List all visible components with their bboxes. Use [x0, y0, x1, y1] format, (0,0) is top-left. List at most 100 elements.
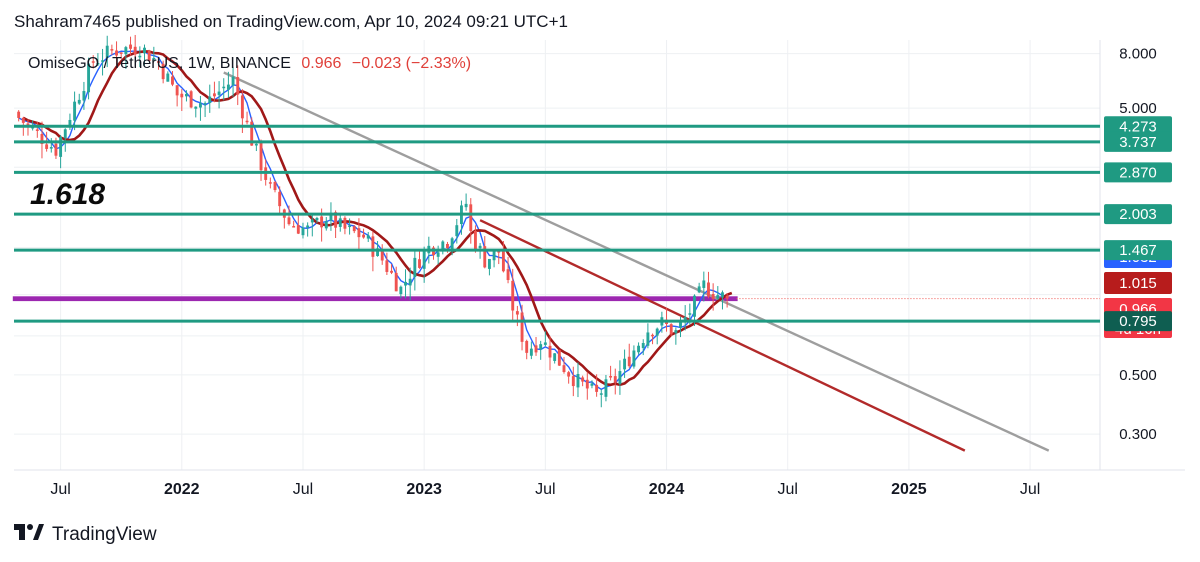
candle-body — [236, 77, 240, 95]
candle-body — [408, 278, 412, 286]
candle-body — [525, 340, 529, 353]
candle-body — [35, 129, 39, 131]
candle-body — [483, 246, 487, 268]
candle-body — [492, 250, 496, 261]
chart-grid — [14, 40, 1185, 471]
candle-body — [637, 345, 641, 353]
candle-body — [669, 324, 673, 335]
candle-body — [623, 358, 627, 370]
candle-body — [208, 96, 212, 104]
candle-body — [515, 311, 519, 315]
candle-body — [180, 93, 184, 98]
candle-body — [54, 143, 58, 156]
candle-body — [105, 45, 109, 58]
level-tag — [1104, 240, 1172, 261]
y-tick-label: 0.300 — [1119, 426, 1157, 443]
candle-body — [21, 117, 25, 123]
candle-body — [362, 234, 366, 238]
candle-body — [716, 295, 720, 299]
candle-body — [138, 55, 142, 58]
candle-body — [679, 321, 682, 328]
candle-body — [63, 129, 67, 139]
candle-body — [189, 91, 193, 108]
price-tag — [1104, 272, 1172, 294]
candle-body — [87, 63, 91, 93]
candle-body — [357, 228, 361, 238]
candle-body — [655, 328, 659, 336]
level-tag — [1104, 116, 1172, 137]
candle-body — [380, 250, 384, 261]
x-tick-label: 2023 — [406, 481, 442, 498]
candle-body — [534, 345, 538, 353]
candle-body — [301, 227, 305, 236]
level-label: 3.737 — [1119, 134, 1157, 151]
candle-body — [581, 377, 585, 382]
zone-box — [12, 296, 738, 302]
candle-body — [40, 133, 44, 144]
candle-body — [273, 181, 277, 191]
candle-body — [641, 342, 645, 349]
y-tick-label: 0.500 — [1119, 367, 1157, 384]
candle-body — [609, 375, 613, 378]
candle-body — [436, 252, 440, 257]
candle-body — [487, 258, 491, 269]
candle-body — [324, 221, 328, 229]
candle-body — [613, 376, 617, 383]
candle-body — [646, 332, 650, 346]
price-tag-label: 1.015 — [1119, 275, 1157, 292]
support-zone — [12, 296, 1100, 302]
candle-body — [390, 270, 393, 273]
candle-body — [222, 86, 226, 89]
candle-body — [553, 353, 557, 361]
candle-body — [124, 47, 128, 55]
level-label: 2.003 — [1119, 206, 1157, 223]
candle-body — [464, 203, 468, 208]
candle-body — [548, 345, 552, 358]
candle-body — [240, 95, 244, 119]
candle-body — [26, 123, 30, 125]
level-label: 0.795 — [1119, 313, 1157, 330]
candle-body — [674, 330, 678, 334]
candle-body — [133, 46, 137, 55]
level-label: 4.273 — [1119, 118, 1157, 135]
level-tag — [1104, 204, 1172, 225]
candle-body — [506, 269, 510, 281]
trendlines — [223, 71, 1050, 452]
candle-body — [707, 282, 710, 297]
symbol-label: OmiseGO / TetherUS, 1W, BINANCE — [28, 55, 291, 72]
candle-body — [455, 225, 459, 237]
candle-body — [185, 93, 188, 97]
level-label: 2.870 — [1119, 164, 1157, 181]
candle-body — [231, 76, 235, 86]
candle-body — [557, 349, 561, 366]
candle-body — [129, 44, 132, 49]
candle-body — [529, 348, 533, 356]
brand-name[interactable]: TradingView — [52, 524, 157, 545]
moving-averages — [18, 50, 733, 391]
candle-body — [618, 371, 622, 384]
candle-body — [198, 103, 202, 108]
candle-body — [343, 217, 347, 229]
ma-slow-line — [22, 50, 733, 387]
x-tick-label: 2024 — [649, 481, 685, 498]
candle-body — [376, 248, 379, 257]
candle-body — [110, 49, 114, 51]
candle-body — [157, 61, 160, 63]
candle-body — [68, 119, 72, 127]
candle-body — [175, 85, 179, 96]
candle-body — [254, 143, 258, 146]
symbol-legend: OmiseGO / TetherUS, 1W, BINANCE 0.966 −0… — [28, 55, 471, 73]
candle-body — [217, 91, 221, 95]
candle-body — [590, 383, 594, 386]
x-tick-label: Jul — [1020, 481, 1040, 498]
candle-body — [226, 84, 230, 90]
candle-body — [296, 225, 300, 234]
candle-body — [725, 295, 729, 299]
candle-body — [250, 121, 254, 146]
candle-body — [539, 344, 543, 350]
tradingview-logo-icon[interactable] — [14, 524, 44, 546]
candle-body — [352, 226, 356, 232]
